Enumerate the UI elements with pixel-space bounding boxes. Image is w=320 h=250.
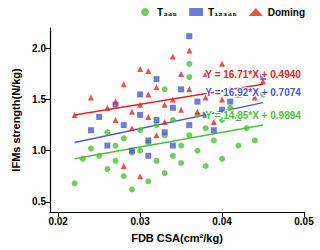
svg-text:0.02: 0.02 <box>48 216 68 227</box>
svg-text:0.04: 0.04 <box>212 216 232 227</box>
svg-text:Y = 16.92*X + 0.7074: Y = 16.92*X + 0.7074 <box>205 87 301 98</box>
svg-text:1.0: 1.0 <box>32 145 46 156</box>
svg-text:Y = 14.85*X + 0.9894: Y = 14.85*X + 0.9894 <box>205 110 301 121</box>
svg-text:0.05: 0.05 <box>294 216 314 227</box>
svg-text:2.0: 2.0 <box>32 43 46 54</box>
svg-text:Y = 16.71*X + 0.4940: Y = 16.71*X + 0.4940 <box>205 69 301 80</box>
svg-text:FDB CSA(cm²/kg): FDB CSA(cm²/kg) <box>131 232 223 244</box>
svg-text:IFMs strength(N/kg): IFMs strength(N/kg) <box>10 68 22 172</box>
svg-text:Doming: Doming <box>268 7 305 18</box>
svg-text:1.5: 1.5 <box>32 94 46 105</box>
svg-text:0.5: 0.5 <box>32 196 46 207</box>
svg-text:T₁₂₃₄₅: T₁₂₃₄₅ <box>208 7 237 18</box>
svg-text:T₃₄₅: T₃₄₅ <box>157 7 177 18</box>
svg-text:0.03: 0.03 <box>130 216 150 227</box>
